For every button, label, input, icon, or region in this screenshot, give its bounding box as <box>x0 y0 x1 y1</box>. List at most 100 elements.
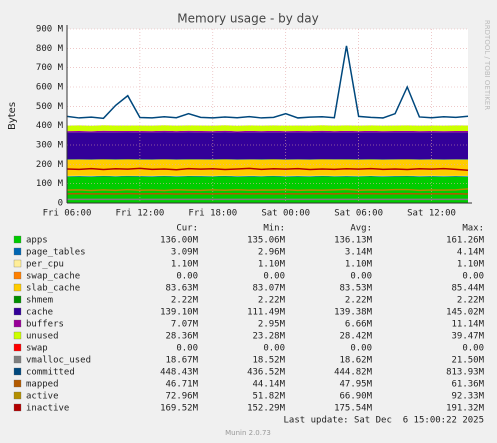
legend-swatch <box>13 319 22 328</box>
legend-value: 28.42M <box>339 332 372 342</box>
legend-value: 0.00 <box>263 344 285 354</box>
y-tick-label: 900 M <box>36 25 64 35</box>
legend-value: 1.10M <box>258 260 286 270</box>
legend-value: 46.71M <box>165 380 198 390</box>
legend-swatch <box>13 355 22 364</box>
legend-label: unused <box>26 332 59 342</box>
legend-value: 0.00 <box>176 344 198 354</box>
y-axis-label: Bytes <box>7 102 18 130</box>
y-tick-label: 700 M <box>36 63 64 73</box>
y-tick-label: 400 M <box>36 121 64 131</box>
last-update: Last update: Sat Dec 6 15:00:22 2025 <box>284 416 484 426</box>
legend-value: 7.07M <box>171 320 199 330</box>
legend-value: 2.22M <box>171 296 199 306</box>
area <box>67 159 468 160</box>
legend-value: 92.33M <box>451 392 484 402</box>
legend-swatch <box>13 295 22 304</box>
area <box>67 175 468 177</box>
legend-label: shmem <box>26 296 53 306</box>
legend-label: mapped <box>26 380 59 390</box>
legend-value: 191.32M <box>446 404 485 414</box>
legend-value: 23.28M <box>252 332 285 342</box>
legend-header: Cur: <box>176 224 198 234</box>
x-tick-label: Sat 12:00 <box>407 209 456 219</box>
x-tick-label: Fri 12:00 <box>116 209 165 219</box>
legend-value: 2.22M <box>457 296 485 306</box>
legend-value: 83.07M <box>252 284 285 294</box>
watermark: RRDTOOL / TOBI OETIKER <box>483 20 491 110</box>
y-tick-label: 200 M <box>36 160 64 170</box>
x-tick-label: Sat 00:00 <box>261 209 310 219</box>
y-tick-label: 500 M <box>36 102 64 112</box>
legend-label: inactive <box>26 404 69 414</box>
legend-header: Avg: <box>350 224 372 234</box>
legend-value: 85.44M <box>451 284 484 294</box>
legend-value: 66.90M <box>339 392 372 402</box>
legend-value: 145.02M <box>446 308 485 318</box>
y-tick-label: 100 M <box>36 179 64 189</box>
legend-swatch <box>13 403 22 412</box>
y-tick-label: 600 M <box>36 83 64 93</box>
legend-value: 18.52M <box>252 356 285 366</box>
legend-value: 0.00 <box>462 344 484 354</box>
y-tick-label: 0 <box>58 199 63 209</box>
x-tick-label: Fri 18:00 <box>188 209 237 219</box>
legend-value: 18.62M <box>339 356 372 366</box>
legend-value: 448.43M <box>160 368 199 378</box>
legend-swatch <box>13 331 22 340</box>
legend-value: 1.10M <box>457 260 485 270</box>
legend-value: 3.09M <box>171 248 199 258</box>
legend-value: 1.10M <box>345 260 373 270</box>
legend-value: 21.50M <box>451 356 484 366</box>
x-tick-label: Sat 06:00 <box>334 209 383 219</box>
legend-value: 6.66M <box>345 320 373 330</box>
legend-label: per_cpu <box>26 260 64 270</box>
legend-swatch <box>13 379 22 388</box>
legend-value: 169.52M <box>160 404 199 414</box>
legend-label: swap <box>26 344 48 354</box>
line <box>66 45 469 120</box>
legend-value: 2.22M <box>258 296 286 306</box>
legend-value: 111.49M <box>247 308 286 318</box>
legend-value: 83.63M <box>165 284 198 294</box>
legend-value: 135.06M <box>247 236 286 246</box>
legend-value: 136.13M <box>334 236 373 246</box>
legend-value: 11.14M <box>451 320 484 330</box>
legend-value: 61.36M <box>451 380 484 390</box>
legend-value: 0.00 <box>176 272 198 282</box>
legend-label: committed <box>26 368 75 378</box>
legend-value: 152.29M <box>247 404 286 414</box>
area <box>67 125 468 132</box>
x-tick-label: Fri 06:00 <box>43 209 92 219</box>
legend-header: Min: <box>263 224 285 234</box>
legend-value: 444.82M <box>334 368 373 378</box>
legend-label: vmalloc_used <box>26 356 91 366</box>
legend-swatch <box>13 259 22 268</box>
chart-title: Memory usage - by day <box>177 12 318 26</box>
legend-swatch <box>13 367 22 376</box>
legend-value: 18.67M <box>165 356 198 366</box>
legend-value: 0.00 <box>462 272 484 282</box>
legend-value: 4.14M <box>457 248 485 258</box>
legend-value: 51.82M <box>252 392 285 402</box>
area <box>67 132 468 160</box>
legend-value: 72.96M <box>165 392 198 402</box>
legend-value: 139.38M <box>334 308 373 318</box>
legend-swatch <box>13 283 22 292</box>
legend-value: 2.96M <box>258 248 286 258</box>
legend-value: 161.26M <box>446 236 485 246</box>
legend-value: 28.36M <box>165 332 198 342</box>
legend-value: 1.10M <box>171 260 199 270</box>
area <box>67 159 468 176</box>
line <box>66 188 469 192</box>
y-tick-label: 800 M <box>36 44 64 54</box>
legend-swatch <box>13 307 22 316</box>
legend-label: apps <box>26 236 48 246</box>
legend-value: 47.95M <box>339 380 372 390</box>
legend-value: 83.53M <box>339 284 372 294</box>
legend-value: 44.14M <box>252 380 285 390</box>
legend-value: 813.93M <box>446 368 485 378</box>
legend-value: 2.95M <box>258 320 286 330</box>
area <box>67 175 468 177</box>
